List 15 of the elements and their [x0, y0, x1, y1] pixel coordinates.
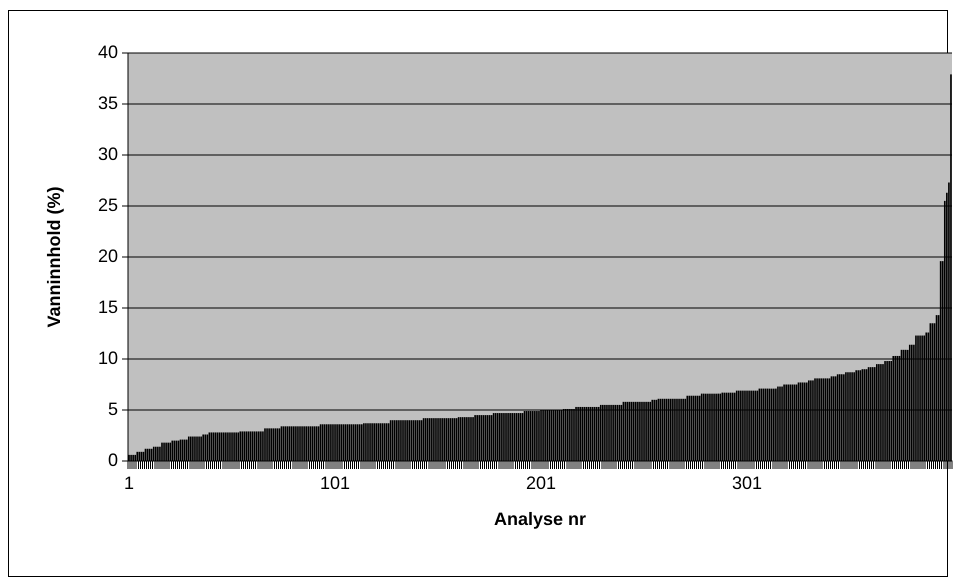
y-tick-label: 25 [98, 194, 118, 215]
x-tick-label: 1 [124, 472, 134, 493]
y-tick-label: 30 [98, 144, 118, 164]
y-tick-label: 15 [98, 296, 118, 317]
y-tick-label: 20 [98, 246, 118, 266]
y-tick-label: 10 [98, 348, 118, 368]
x-tick-label: 101 [320, 472, 350, 493]
y-tick-label: 40 [98, 42, 118, 62]
y-axis-title: Vanninnhold (%) [44, 186, 64, 328]
x-tick-label: 201 [526, 472, 556, 493]
x-tick-label: 301 [732, 472, 762, 493]
y-tick-label: 35 [98, 92, 118, 113]
y-tick-label: 5 [108, 398, 118, 419]
y-tick-label: 0 [108, 450, 118, 470]
x-axis-title: Analyse nr [494, 509, 586, 530]
